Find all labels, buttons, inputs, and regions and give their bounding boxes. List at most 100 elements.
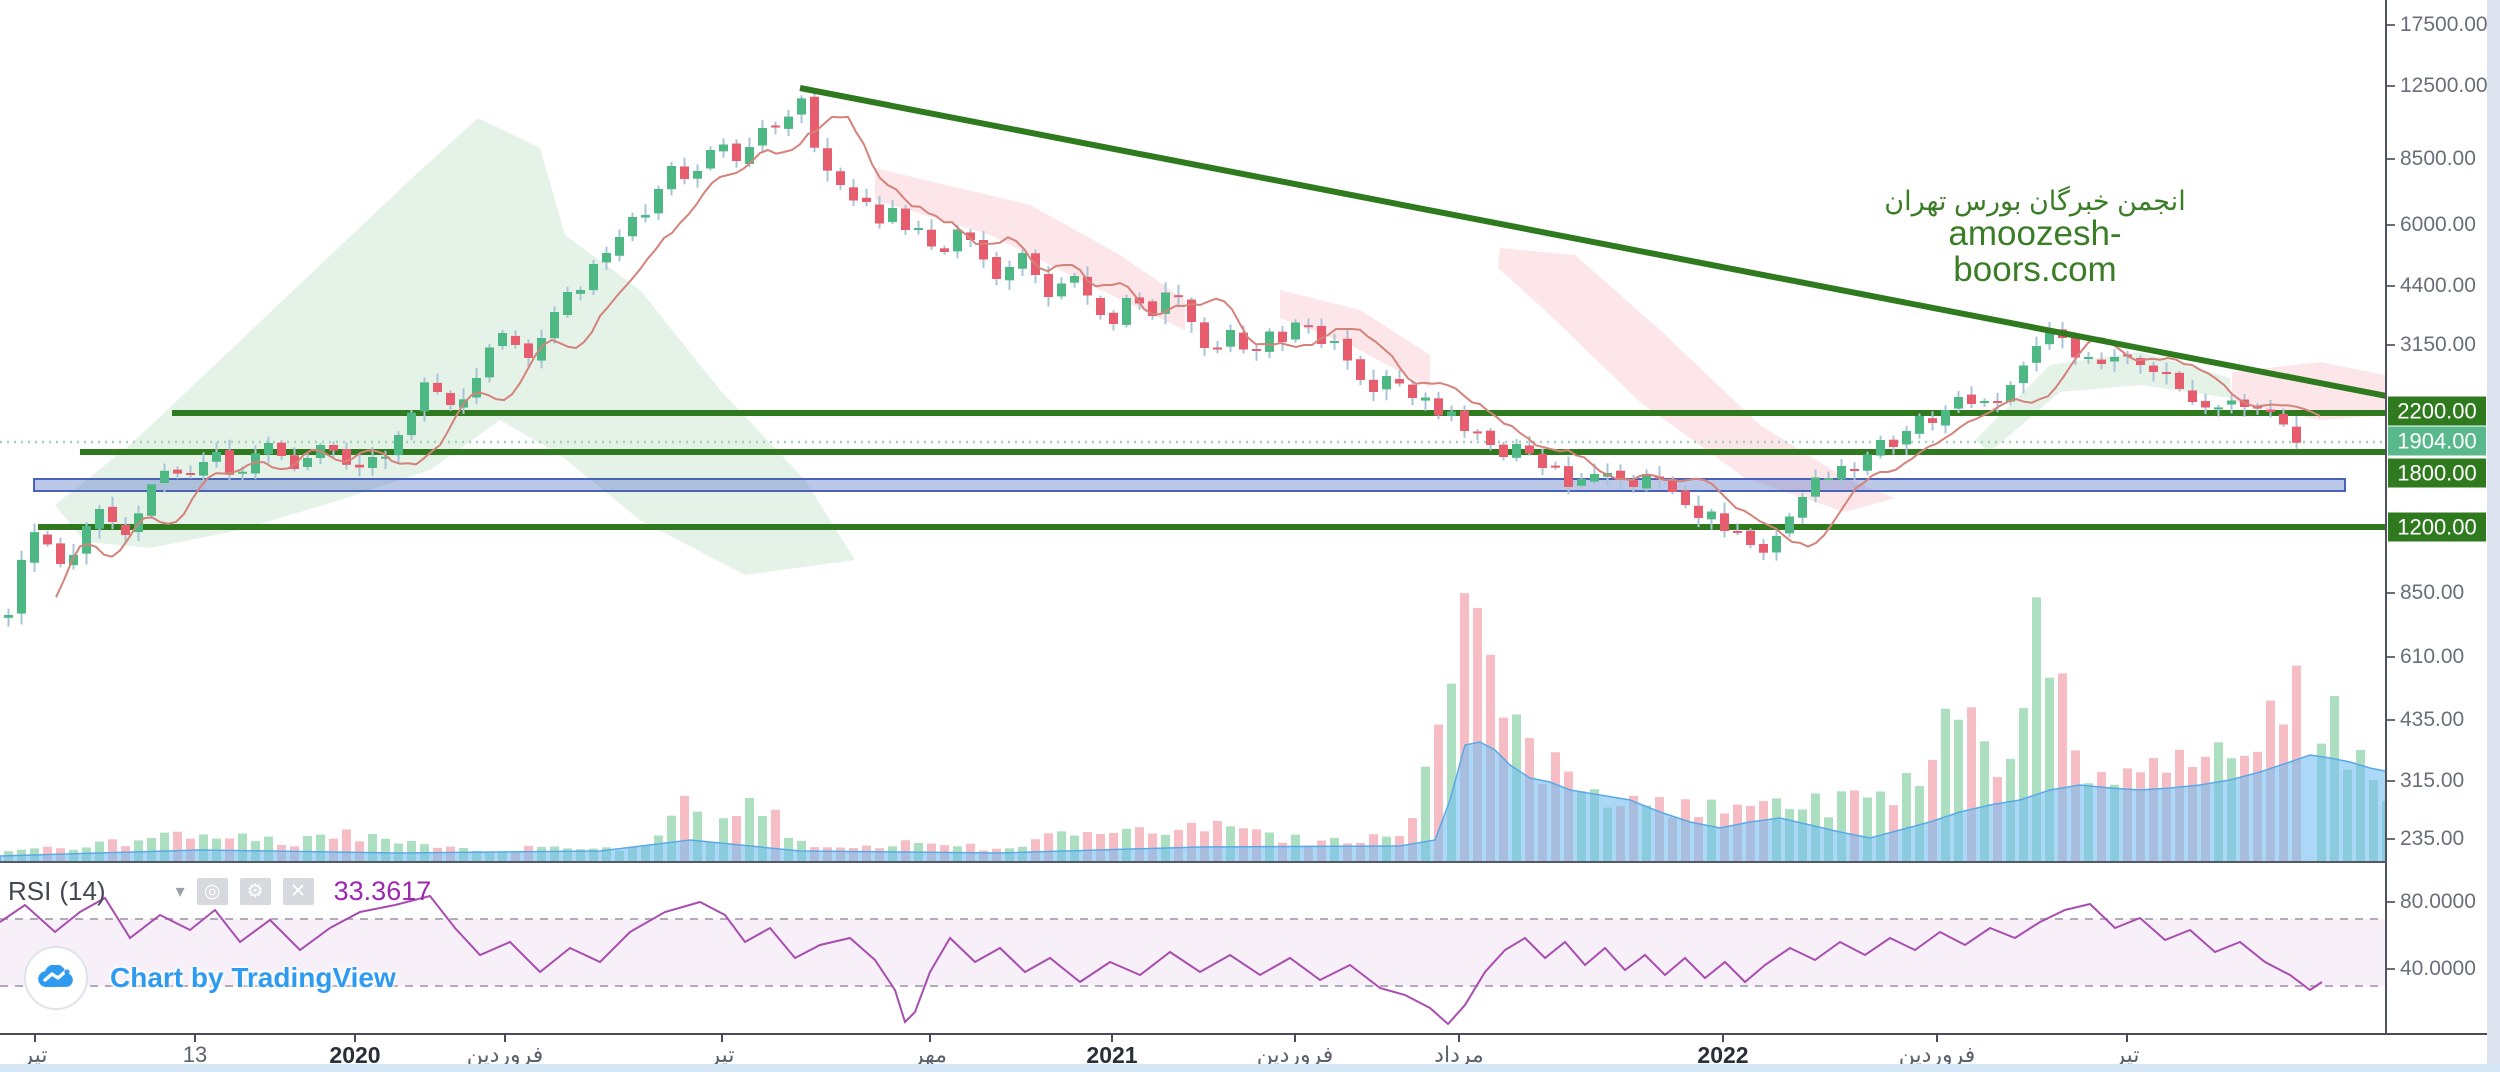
candle — [2006, 385, 2015, 402]
candle — [2227, 400, 2236, 405]
candle — [732, 143, 741, 161]
tradingview-logo-icon[interactable] — [24, 946, 88, 1010]
time-axis[interactable]: تیر 13 2020 فروردین تیر مهر 2021 فروردین مرداد 20… — [0, 1033, 2500, 1068]
candle — [1369, 379, 1378, 392]
price-tick-mark — [2387, 719, 2395, 721]
price-axis[interactable]: 17500.00 12500.00 8500.00 6000.00 4400.00 315… — [2385, 0, 2500, 1033]
volume-bar — [2019, 708, 2028, 862]
candle — [758, 128, 767, 146]
time-label: 13 — [182, 1042, 208, 1067]
volume-bar — [199, 834, 208, 862]
chevron-down-icon[interactable]: ▾ — [175, 880, 185, 901]
candle — [1382, 376, 1391, 390]
price-tick-mark — [2387, 24, 2395, 26]
gear-icon[interactable]: ⚙ — [239, 877, 271, 905]
volume-bar — [1226, 826, 1235, 862]
candle — [1343, 338, 1352, 361]
ichimoku-cloud-pink — [875, 168, 1185, 330]
volume-bar — [1421, 766, 1430, 862]
candle — [212, 452, 221, 462]
candle — [1785, 516, 1794, 534]
candle — [95, 509, 104, 529]
candle — [1876, 440, 1885, 456]
close-icon[interactable]: ✕ — [282, 877, 314, 905]
blue-support-zone[interactable] — [33, 478, 2346, 492]
candle — [1590, 474, 1599, 482]
volume-bar — [693, 811, 702, 862]
volume-bar — [1954, 719, 1963, 862]
candle — [1850, 468, 1859, 471]
candle — [1018, 253, 1027, 269]
candle — [1239, 332, 1248, 350]
ichimoku-cloud-pink — [1498, 248, 1895, 512]
time-label: فروردین — [1898, 1042, 1976, 1067]
price-tick-mark — [2387, 85, 2395, 87]
candle — [1902, 431, 1911, 445]
tradingview-attribution[interactable]: Chart by TradingView — [24, 946, 396, 1010]
price-tick-mark — [2387, 158, 2395, 160]
candle — [251, 453, 260, 474]
price-tick-label: 3150.00 — [2400, 333, 2476, 356]
volume-bar — [1902, 773, 1911, 862]
candle — [2032, 346, 2041, 363]
volume-bar — [732, 815, 741, 862]
rsi-tick-label: 40.0000 — [2400, 957, 2476, 980]
candle — [1980, 401, 1989, 403]
candle — [1408, 384, 1417, 398]
rsi-tick-mark — [2387, 968, 2395, 970]
candle — [1499, 444, 1508, 457]
attribution-text[interactable]: Chart by TradingView — [110, 962, 396, 993]
volume-bar — [407, 840, 416, 862]
candle — [1148, 301, 1157, 316]
candle — [1525, 445, 1534, 454]
candle — [17, 559, 26, 614]
candle — [1915, 416, 1924, 434]
candle — [2110, 357, 2119, 362]
volume-bar — [771, 809, 780, 862]
time-tick-mark — [194, 1034, 196, 1042]
volume-ma-area — [0, 741, 2426, 863]
volume-bar — [368, 834, 377, 862]
candle — [2019, 365, 2028, 384]
candle — [1694, 505, 1703, 518]
candle — [1577, 479, 1586, 486]
price-tick-label: 4400.00 — [2400, 274, 2476, 297]
candle — [1200, 322, 1209, 348]
ichimoku-cloud-pink — [1280, 290, 1430, 388]
volume-bar — [1174, 829, 1183, 862]
eye-icon[interactable]: ◎ — [196, 877, 228, 905]
candle — [979, 240, 988, 260]
candle — [2136, 358, 2145, 365]
candle — [1161, 292, 1170, 314]
candle — [1837, 466, 1846, 480]
rsi-tick-label: 80.0000 — [2400, 890, 2476, 913]
candle — [4, 615, 13, 618]
candle — [2188, 390, 2197, 402]
candle — [2214, 407, 2223, 410]
candle — [43, 534, 52, 545]
candle — [1083, 276, 1092, 296]
volume-bar — [1980, 741, 1989, 862]
descending-trendline[interactable] — [799, 85, 2500, 421]
volume-bar — [316, 834, 325, 862]
candle — [576, 290, 585, 294]
time-label-year-2021: 2021 — [1086, 1042, 1138, 1068]
candle — [2266, 409, 2275, 412]
candle — [1460, 410, 1469, 431]
volume-bar — [1473, 607, 1482, 862]
candle — [628, 217, 637, 237]
candle — [1330, 341, 1339, 344]
candle — [1538, 453, 1547, 468]
candle — [407, 412, 416, 436]
candle — [433, 382, 442, 392]
candle — [56, 543, 65, 564]
candle — [1005, 267, 1014, 281]
candle — [381, 456, 390, 459]
candle — [1642, 474, 1651, 489]
price-tick-label: 17500.00 — [2400, 13, 2488, 36]
time-label-year-2022: 2022 — [1697, 1042, 1749, 1068]
volume-bar — [95, 841, 104, 862]
rsi-tick-mark — [2387, 901, 2395, 903]
candle — [121, 524, 130, 535]
